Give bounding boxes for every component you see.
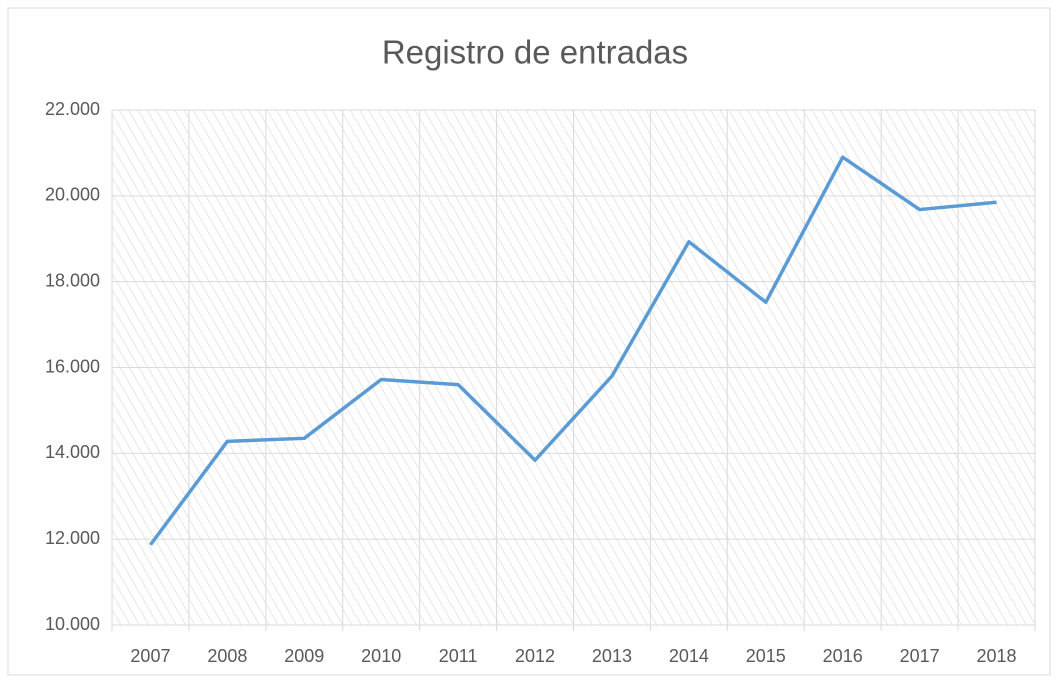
y-tick-label: 14.000 xyxy=(45,442,100,462)
y-tick-label: 22.000 xyxy=(45,99,100,119)
x-tick-label: 2015 xyxy=(746,646,786,666)
x-tick-label: 2011 xyxy=(439,646,478,666)
x-tick-label: 2007 xyxy=(130,646,170,666)
x-tick-label: 2009 xyxy=(284,646,324,666)
x-tick-label: 2013 xyxy=(592,646,632,666)
y-tick-label: 16.000 xyxy=(45,356,100,376)
x-tick-label: 2008 xyxy=(207,646,247,666)
y-tick-label: 20.000 xyxy=(45,185,100,205)
x-tick-label: 2017 xyxy=(900,646,940,666)
y-tick-label: 12.000 xyxy=(45,528,100,548)
x-tick-label: 2010 xyxy=(361,646,401,666)
x-tick-label: 2012 xyxy=(515,646,555,666)
x-tick-label: 2014 xyxy=(669,646,709,666)
x-tick-label: 2016 xyxy=(823,646,863,666)
chart-title: Registro de entradas xyxy=(382,34,688,71)
x-tick-label: 2018 xyxy=(977,646,1017,666)
y-tick-label: 18.000 xyxy=(45,270,100,290)
data-line xyxy=(149,155,997,546)
y-tick-label: 10.000 xyxy=(45,614,100,634)
